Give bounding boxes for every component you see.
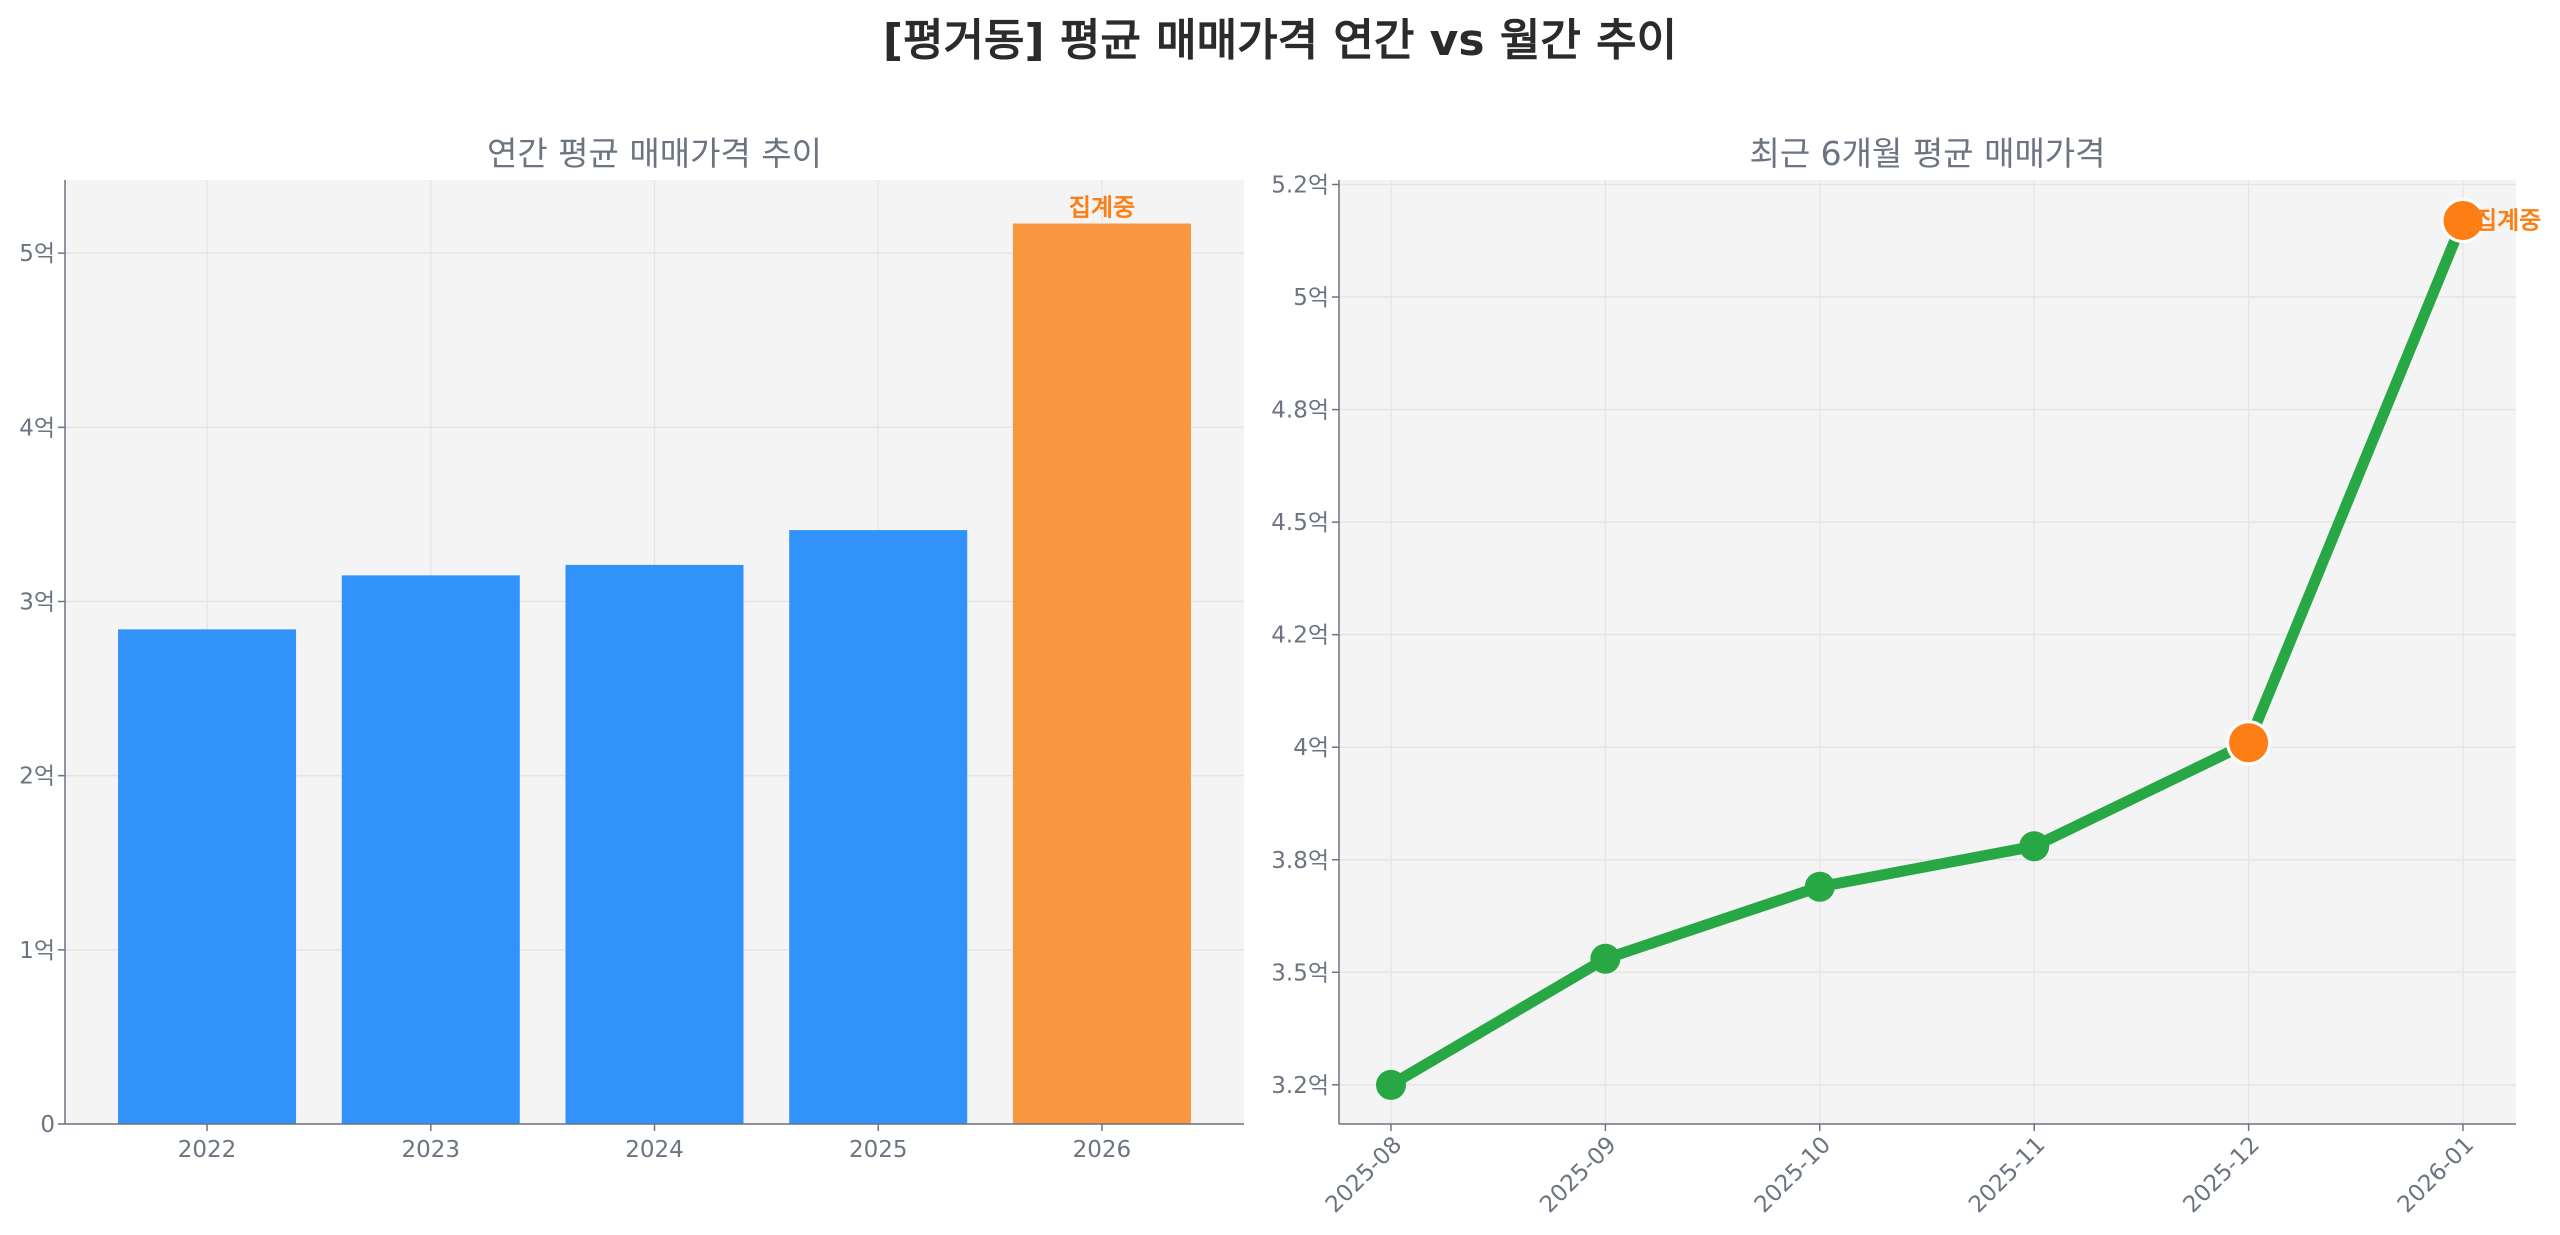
line-chart-plot-area — [1339, 180, 2516, 1124]
line-chart-ytick-label: 4.8억 — [1271, 398, 1329, 424]
bar-chart-ytick-label: 0 — [40, 1112, 55, 1138]
bar-chart-title: 연간 평균 매매가격 추이 — [487, 134, 822, 173]
bar-chart-ytick-label: 4억 — [19, 415, 55, 441]
bar-chart-xtick-label: 2023 — [402, 1137, 461, 1163]
bar-2022 — [118, 629, 297, 1124]
data-point-2025-09 — [1590, 943, 1621, 974]
data-point-2026-01 — [2440, 198, 2486, 244]
line-chart-ytick-label: 4.5억 — [1271, 510, 1329, 536]
data-point-2025-11 — [2019, 831, 2050, 862]
bar-2025 — [789, 530, 968, 1124]
line-chart-ytick-label: 3.2억 — [1271, 1073, 1329, 1099]
bar-chart-xtick-label: 2025 — [849, 1137, 908, 1163]
line-chart-ytick-label: 3.5억 — [1271, 960, 1329, 986]
line-chart-xtick-label: 2025-12 — [2178, 1132, 2264, 1218]
bar-chart-ytick-label: 1억 — [19, 938, 55, 964]
line-chart-ytick-label: 4억 — [1293, 735, 1329, 761]
line-chart-title: 최근 6개월 평균 매매가격 — [1749, 134, 2105, 173]
line-annotation: 집계중 — [2475, 207, 2541, 235]
bar-2023 — [341, 575, 520, 1124]
price-line — [1388, 218, 2469, 1090]
line-chart-axes: 3.2억 3.5억 3.8억 4억 4.2억 4.5억 4.8억 5억 5.2억 최근 6개월 평… — [1271, 134, 2541, 1218]
bar-chart-xtick-label: 2022 — [178, 1137, 237, 1163]
line-chart-ytick-label: 5.2억 — [1271, 173, 1329, 199]
line-chart-xtick-label: 2025-08 — [1321, 1132, 1407, 1218]
bar-chart-xtick-label: 2026 — [1073, 1137, 1132, 1163]
figure-title: [평거동] 평균 매매가격 연간 vs 월간 추이 — [882, 15, 1678, 66]
bar-chart-ytick-label: 3억 — [19, 589, 55, 615]
bar-2024 — [565, 564, 744, 1124]
line-chart-ytick-label: 5억 — [1293, 285, 1329, 311]
bar-chart-ytick-label: 5억 — [19, 241, 55, 267]
bar-chart-ytick-label: 2억 — [19, 764, 55, 790]
bar-chart-axes: 0 1억 2억 3억 4억 5억 연간 평균 매매가격 추이 2022 2023 2024 2025… — [19, 134, 1244, 1163]
line-chart-ytick-label: 4.2억 — [1271, 623, 1329, 649]
bar-annotation: 집계중 — [1069, 194, 1135, 222]
data-point-2025-12 — [2226, 720, 2272, 766]
bar-chart-xtick-label: 2024 — [625, 1137, 684, 1163]
line-chart-xtick-label: 2025-11 — [1964, 1132, 2050, 1218]
line-chart-xtick-label: 2025-10 — [1750, 1132, 1836, 1218]
bar-2026 — [1012, 223, 1191, 1125]
data-point-2025-08 — [1376, 1069, 1406, 1100]
line-chart-xtick-label: 2025-09 — [1535, 1132, 1621, 1218]
data-point-2025-10 — [1804, 871, 1835, 902]
line-chart-ytick-label: 3.8억 — [1271, 848, 1329, 874]
line-chart-xtick-label: 2026-01 — [2393, 1132, 2479, 1218]
